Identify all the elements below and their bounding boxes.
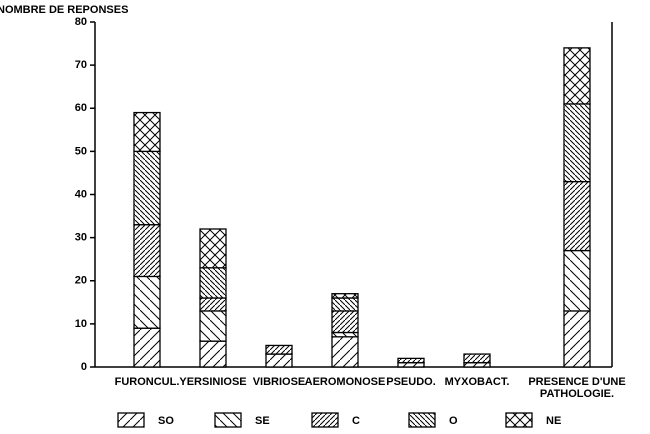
legend-label: O [449, 415, 458, 427]
y-tick-label: 70 [75, 59, 87, 71]
bar-segment [199, 340, 227, 368]
bar-segment [199, 297, 227, 312]
y-tick-label: 60 [75, 102, 87, 114]
legend-label: SE [255, 415, 270, 427]
x-tick-label: AEROMONOSE [305, 376, 386, 388]
y-tick-label: 0 [81, 361, 87, 373]
legend-swatch [311, 412, 339, 428]
bar-segment [199, 267, 227, 299]
bar-segment [133, 224, 161, 278]
bar-segment [133, 327, 161, 368]
x-tick-label: VIBRIOSE [253, 376, 306, 388]
bar-segment [199, 228, 227, 269]
bar-segment [133, 275, 161, 329]
bar-segment [563, 47, 591, 105]
legend-swatch [505, 412, 533, 428]
bar-segment [563, 180, 591, 252]
bar-segment [265, 344, 293, 355]
bar-segment [265, 353, 293, 368]
x-tick-label: FURONCUL. [115, 376, 180, 388]
bar-segment [331, 336, 359, 368]
bar-segment [397, 357, 425, 364]
bar-segment [331, 293, 359, 299]
bar-segment [563, 310, 591, 368]
y-tick-label: 50 [75, 145, 87, 157]
bar-segment [563, 103, 591, 183]
x-tick-label: PSEUDO. [386, 376, 436, 388]
bar-segment [563, 249, 591, 312]
legend-label: NE [546, 415, 561, 427]
y-tick-label: 20 [75, 275, 87, 287]
legend-label: C [352, 415, 360, 427]
bar-segment [331, 297, 359, 312]
bar-segment [463, 353, 491, 364]
bar-segment [133, 111, 161, 153]
x-tick-label: PRESENCE D'UNE PATHOLOGIE. [528, 376, 625, 400]
y-tick-label: 10 [75, 318, 87, 330]
bar-segment [331, 310, 359, 334]
y-axis-label: NOMBRE DE REPONSES [0, 4, 128, 16]
y-tick-label: 40 [75, 188, 87, 200]
bar-segment [199, 310, 227, 342]
x-tick-label: MYXOBACT. [445, 376, 510, 388]
x-tick-label: YERSINIOSE [179, 376, 246, 388]
y-tick-label: 30 [75, 232, 87, 244]
y-tick-label: 80 [75, 16, 87, 28]
legend-swatch [408, 412, 436, 428]
legend-label: SO [158, 415, 174, 427]
legend-swatch [214, 412, 242, 428]
bar-segment [133, 150, 161, 226]
legend-swatch [117, 412, 145, 428]
